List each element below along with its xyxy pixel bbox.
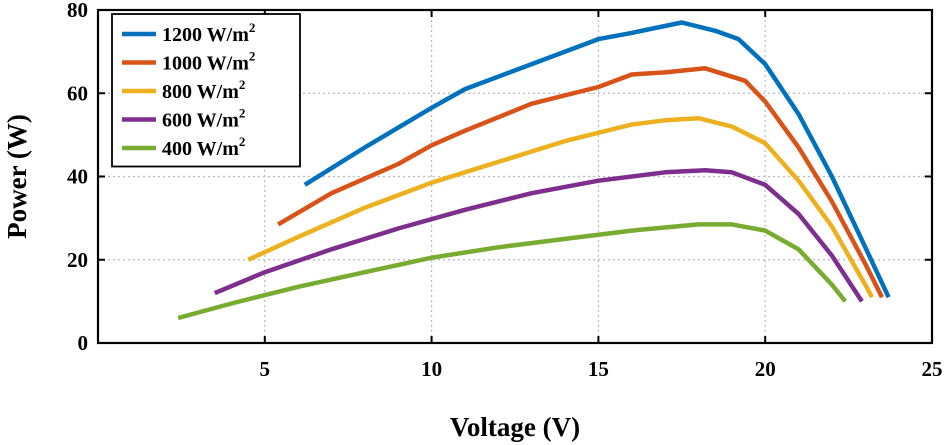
y-tick-label: 60 [67, 81, 88, 105]
series-line-2 [276, 66, 885, 299]
x-tick-label: 25 [922, 357, 943, 381]
x-tick-label: 15 [588, 357, 609, 381]
tick-labels: 5 10 15 20 25 0 20 40 60 80 [67, 0, 943, 381]
series-line-4 [213, 168, 864, 303]
x-tick-label: 20 [755, 357, 776, 381]
legend-label-2: 1000 W/m2 [162, 49, 255, 75]
legend-label-5: 400 W/m2 [162, 134, 245, 160]
series-line-1 [303, 20, 891, 299]
series-line-5 [177, 222, 848, 321]
y-axis-title: Power (W) [2, 114, 32, 239]
x-tick-label: 5 [260, 357, 271, 381]
series-line-3 [247, 115, 874, 299]
legend-label-3: 800 W/m2 [162, 77, 245, 103]
legend-label-1: 1200 W/m2 [162, 20, 255, 46]
y-tick-label: 20 [67, 248, 88, 272]
x-axis-title: Voltage (V) [450, 412, 580, 442]
y-tick-label: 80 [67, 0, 88, 22]
series-layer [177, 20, 891, 321]
x-tick-label: 10 [421, 357, 442, 381]
legend-label-4: 600 W/m2 [162, 106, 245, 132]
y-tick-label: 40 [67, 165, 88, 189]
y-tick-label: 0 [78, 331, 89, 355]
